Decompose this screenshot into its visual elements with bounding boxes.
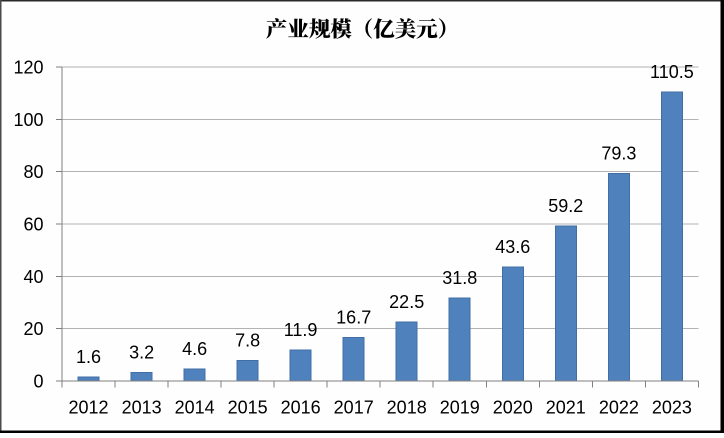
svg-text:2013: 2013	[122, 398, 162, 418]
svg-text:3.2: 3.2	[129, 343, 154, 363]
svg-text:2018: 2018	[387, 398, 427, 418]
svg-text:120: 120	[13, 58, 43, 78]
svg-text:16.7: 16.7	[336, 307, 371, 327]
svg-text:20: 20	[23, 319, 43, 339]
svg-text:79.3: 79.3	[601, 144, 636, 164]
svg-text:7.8: 7.8	[235, 331, 260, 351]
svg-text:0: 0	[33, 372, 43, 392]
svg-text:40: 40	[23, 267, 43, 287]
svg-text:100: 100	[13, 110, 43, 130]
svg-text:80: 80	[23, 162, 43, 182]
svg-text:60: 60	[23, 215, 43, 235]
svg-text:59.2: 59.2	[548, 196, 583, 216]
svg-text:2023: 2023	[652, 398, 692, 418]
svg-text:2021: 2021	[546, 398, 586, 418]
svg-text:4.6: 4.6	[182, 339, 207, 359]
svg-text:2019: 2019	[440, 398, 480, 418]
svg-text:2012: 2012	[68, 398, 108, 418]
svg-text:2015: 2015	[228, 398, 268, 418]
svg-text:1.6: 1.6	[76, 347, 101, 367]
svg-text:31.8: 31.8	[442, 268, 477, 288]
svg-text:2022: 2022	[599, 398, 639, 418]
svg-text:2014: 2014	[175, 398, 215, 418]
svg-text:2020: 2020	[493, 398, 533, 418]
svg-text:2016: 2016	[281, 398, 321, 418]
svg-text:22.5: 22.5	[389, 292, 424, 312]
svg-text:2017: 2017	[334, 398, 374, 418]
svg-text:11.9: 11.9	[284, 320, 318, 340]
svg-text:110.5: 110.5	[650, 62, 694, 82]
svg-text:43.6: 43.6	[495, 237, 530, 257]
